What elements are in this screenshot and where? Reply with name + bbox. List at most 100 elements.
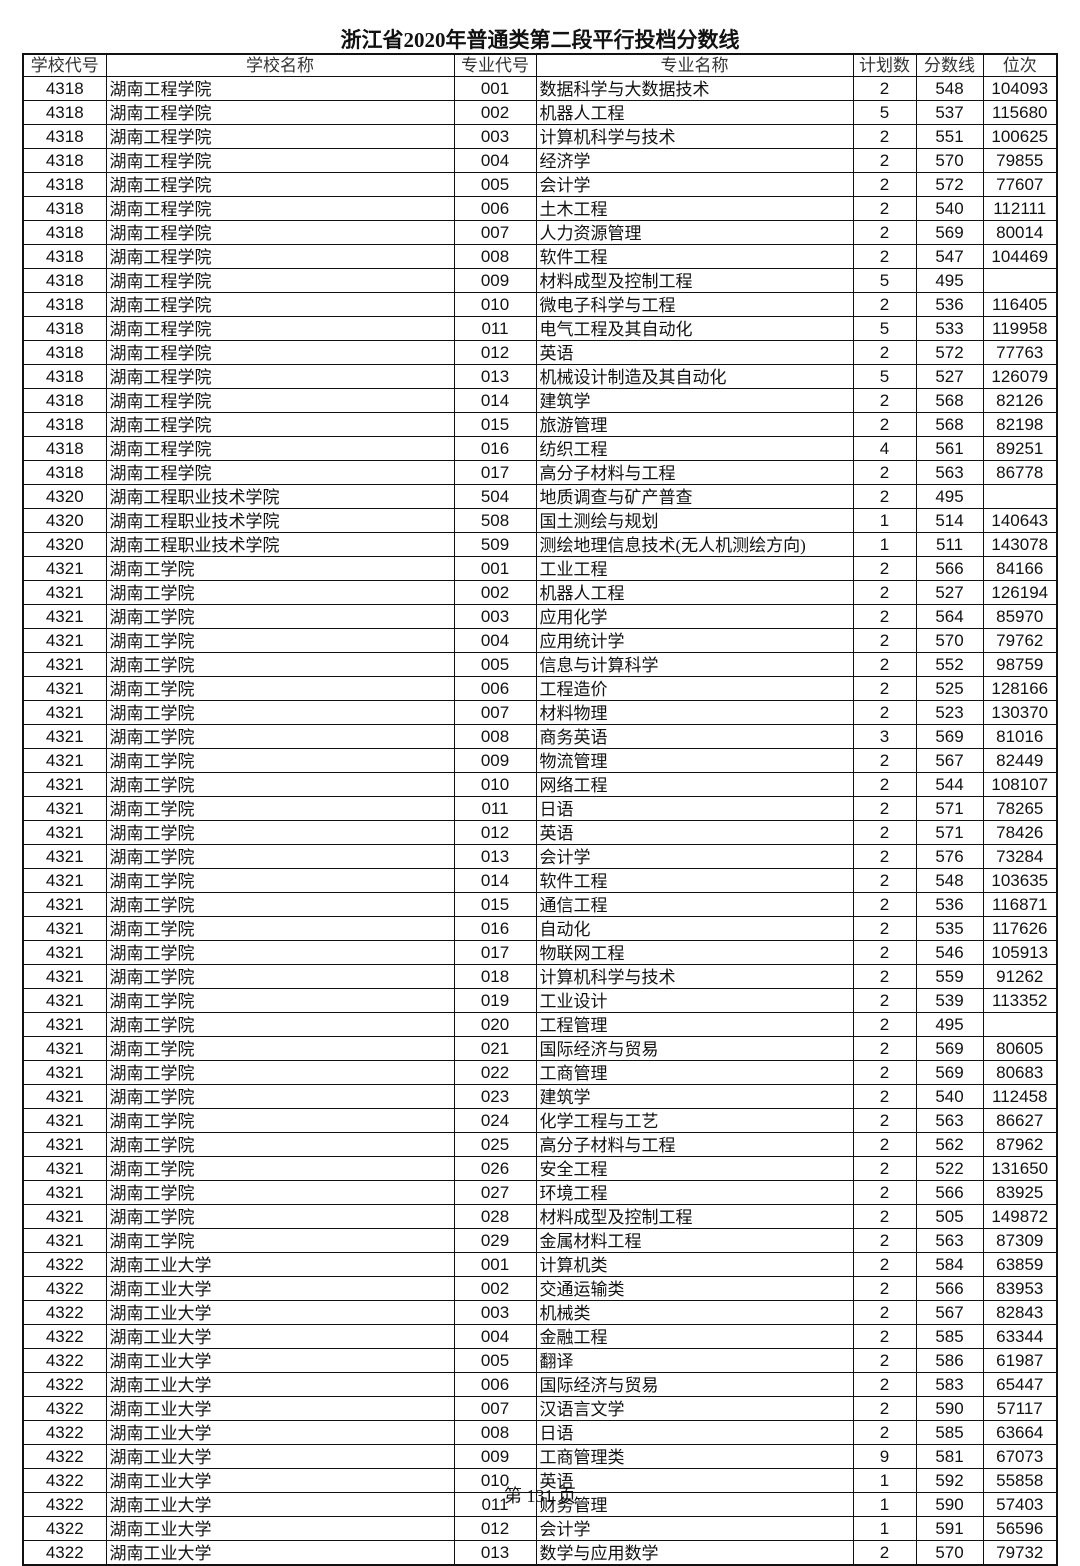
cell-school-code: 4321 bbox=[22, 700, 107, 725]
cell-plan-count: 2 bbox=[852, 1084, 917, 1109]
table-row: 4322 湖南工业大学 003 机械类 2 567 82843 bbox=[22, 1300, 1058, 1325]
table-row: 4321 湖南工学院 003 应用化学 2 564 85970 bbox=[22, 604, 1058, 629]
cell-plan-count: 2 bbox=[852, 388, 917, 413]
cell-rank: 82126 bbox=[982, 388, 1058, 413]
cell-school-name: 湖南工学院 bbox=[105, 700, 455, 725]
cell-rank: 113352 bbox=[982, 988, 1058, 1013]
cell-school-code: 4321 bbox=[22, 748, 107, 773]
table-row: 4322 湖南工业大学 004 金融工程 2 585 63344 bbox=[22, 1324, 1058, 1349]
cell-school-name: 湖南工程学院 bbox=[105, 340, 455, 365]
cell-major-name: 计算机类 bbox=[535, 1252, 854, 1277]
cell-major-name: 会计学 bbox=[535, 844, 854, 869]
cell-major-name: 日语 bbox=[535, 1420, 854, 1445]
cell-school-name: 湖南工学院 bbox=[105, 556, 455, 581]
cell-plan-count: 2 bbox=[852, 868, 917, 893]
cell-rank: 63344 bbox=[982, 1324, 1058, 1349]
cell-major-name: 信息与计算科学 bbox=[535, 652, 854, 677]
cell-score-line: 495 bbox=[915, 268, 984, 293]
cell-school-code: 4318 bbox=[22, 148, 107, 173]
cell-major-name: 国土测绘与规划 bbox=[535, 508, 854, 533]
cell-school-name: 湖南工学院 bbox=[105, 580, 455, 605]
cell-school-code: 4321 bbox=[22, 1204, 107, 1229]
cell-major-name: 翻译 bbox=[535, 1348, 854, 1373]
cell-school-code: 4321 bbox=[22, 1228, 107, 1253]
cell-major-code: 011 bbox=[453, 796, 537, 821]
cell-school-name: 湖南工学院 bbox=[105, 964, 455, 989]
cell-score-line: 563 bbox=[915, 460, 984, 485]
cell-major-code: 010 bbox=[453, 772, 537, 797]
table-row: 4318 湖南工程学院 006 土木工程 2 540 112111 bbox=[22, 196, 1058, 221]
cell-school-code: 4318 bbox=[22, 244, 107, 269]
cell-major-name: 应用统计学 bbox=[535, 628, 854, 653]
cell-school-name: 湖南工业大学 bbox=[105, 1276, 455, 1301]
table-row: 4318 湖南工程学院 003 计算机科学与技术 2 551 100625 bbox=[22, 124, 1058, 149]
cell-plan-count: 2 bbox=[852, 340, 917, 365]
cell-school-code: 4322 bbox=[22, 1252, 107, 1277]
cell-score-line: 569 bbox=[915, 724, 984, 749]
cell-rank: 57117 bbox=[982, 1396, 1058, 1421]
cell-rank: 126079 bbox=[982, 364, 1058, 389]
table-row: 4321 湖南工学院 016 自动化 2 535 117626 bbox=[22, 916, 1058, 941]
cell-school-name: 湖南工学院 bbox=[105, 1036, 455, 1061]
cell-school-name: 湖南工程学院 bbox=[105, 244, 455, 269]
cell-school-name: 湖南工程学院 bbox=[105, 436, 455, 461]
cell-major-name: 工业设计 bbox=[535, 988, 854, 1013]
cell-school-name: 湖南工程学院 bbox=[105, 100, 455, 125]
cell-major-code: 011 bbox=[453, 1492, 537, 1517]
cell-school-name: 湖南工学院 bbox=[105, 604, 455, 629]
cell-school-code: 4322 bbox=[22, 1516, 107, 1541]
cell-score-line: 566 bbox=[915, 1276, 984, 1301]
cell-major-code: 012 bbox=[453, 1516, 537, 1541]
cell-major-name: 工商管理 bbox=[535, 1060, 854, 1085]
cell-major-name: 测绘地理信息技术(无人机测绘方向) bbox=[535, 532, 854, 557]
cell-score-line: 527 bbox=[915, 580, 984, 605]
cell-score-line: 585 bbox=[915, 1420, 984, 1445]
cell-score-line: 495 bbox=[915, 1012, 984, 1037]
cell-school-code: 4322 bbox=[22, 1492, 107, 1517]
table-row: 4318 湖南工程学院 004 经济学 2 570 79855 bbox=[22, 148, 1058, 173]
cell-plan-count: 2 bbox=[852, 988, 917, 1013]
cell-major-name: 会计学 bbox=[535, 172, 854, 197]
cell-score-line: 581 bbox=[915, 1444, 984, 1469]
cell-rank: 131650 bbox=[982, 1156, 1058, 1181]
cell-major-name: 物流管理 bbox=[535, 748, 854, 773]
cell-school-name: 湖南工学院 bbox=[105, 628, 455, 653]
cell-major-code: 001 bbox=[453, 76, 537, 101]
cell-school-name: 湖南工学院 bbox=[105, 1012, 455, 1037]
cell-score-line: 567 bbox=[915, 1300, 984, 1325]
cell-major-code: 001 bbox=[453, 556, 537, 581]
cell-score-line: 559 bbox=[915, 964, 984, 989]
table-body: 4318 湖南工程学院 001 数据科学与大数据技术 2 548 104093 4318 湖南工… bbox=[22, 76, 1058, 1566]
cell-school-code: 4322 bbox=[22, 1348, 107, 1373]
cell-school-code: 4321 bbox=[22, 892, 107, 917]
cell-rank: 81016 bbox=[982, 724, 1058, 749]
cell-school-name: 湖南工业大学 bbox=[105, 1540, 455, 1566]
cell-major-code: 007 bbox=[453, 220, 537, 245]
table-row: 4322 湖南工业大学 006 国际经济与贸易 2 583 65447 bbox=[22, 1372, 1058, 1397]
table-row: 4318 湖南工程学院 015 旅游管理 2 568 82198 bbox=[22, 412, 1058, 437]
cell-plan-count: 1 bbox=[852, 532, 917, 557]
cell-major-code: 012 bbox=[453, 820, 537, 845]
cell-major-name: 软件工程 bbox=[535, 244, 854, 269]
cell-plan-count: 5 bbox=[852, 100, 917, 125]
header-major-code: 专业代号 bbox=[453, 53, 537, 77]
header-plan-count: 计划数 bbox=[852, 53, 917, 77]
cell-plan-count: 2 bbox=[852, 76, 917, 101]
table-row: 4321 湖南工学院 015 通信工程 2 536 116871 bbox=[22, 892, 1058, 917]
cell-school-code: 4318 bbox=[22, 124, 107, 149]
cell-school-name: 湖南工程职业技术学院 bbox=[105, 532, 455, 557]
table-row: 4321 湖南工学院 022 工商管理 2 569 80683 bbox=[22, 1060, 1058, 1085]
cell-major-code: 012 bbox=[453, 340, 537, 365]
cell-major-name: 数据科学与大数据技术 bbox=[535, 76, 854, 101]
cell-major-code: 020 bbox=[453, 1012, 537, 1037]
cell-school-name: 湖南工学院 bbox=[105, 916, 455, 941]
cell-major-code: 004 bbox=[453, 148, 537, 173]
cell-major-name: 材料成型及控制工程 bbox=[535, 1204, 854, 1229]
cell-major-code: 006 bbox=[453, 1372, 537, 1397]
cell-rank: 116405 bbox=[982, 292, 1058, 317]
cell-major-name: 数学与应用数学 bbox=[535, 1540, 854, 1566]
table-row: 4322 湖南工业大学 007 汉语言文学 2 590 57117 bbox=[22, 1396, 1058, 1421]
cell-plan-count: 1 bbox=[852, 1516, 917, 1541]
cell-score-line: 571 bbox=[915, 796, 984, 821]
cell-score-line: 569 bbox=[915, 220, 984, 245]
